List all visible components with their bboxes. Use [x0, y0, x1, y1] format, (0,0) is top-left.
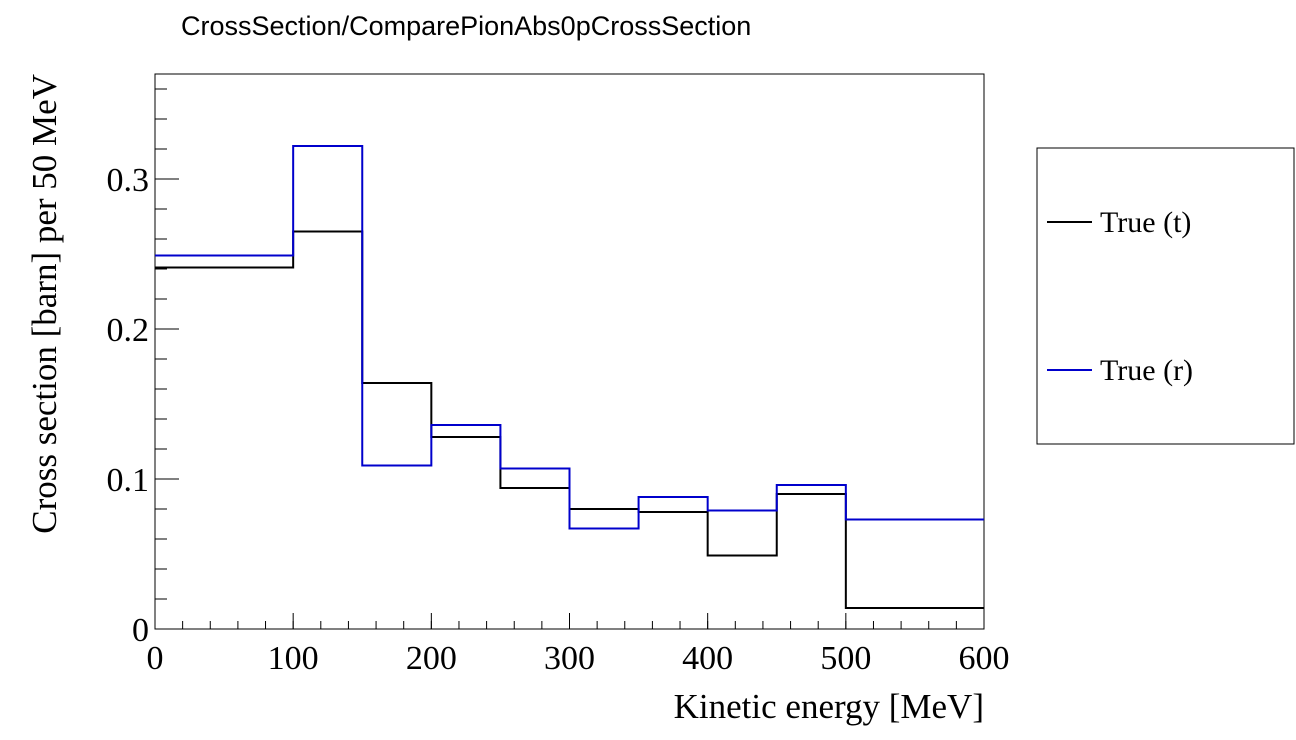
- legend-label-2: True (r): [1100, 354, 1193, 387]
- series-group: [155, 145, 984, 609]
- x-tick-label: 600: [959, 640, 1010, 677]
- y-axis-tick-labels: 0 0.1 0.2 0.3: [107, 162, 150, 649]
- x-axis-tick-labels: 0 100 200 300 400 500 600: [147, 640, 1010, 677]
- histogram-series-1: [155, 230, 984, 609]
- x-tick-label: 100: [268, 640, 319, 677]
- y-tick-label: 0.3: [107, 162, 150, 199]
- plot-frame-group: [154, 73, 985, 630]
- x-tick-label: 200: [406, 640, 457, 677]
- x-tick-label: 300: [544, 640, 595, 677]
- x-axis-title: Kinetic energy [MeV]: [674, 687, 984, 726]
- x-axis-ticks: [154, 613, 985, 629]
- x-tick-label: 400: [682, 640, 733, 677]
- x-tick-label: 0: [147, 640, 164, 677]
- y-tick-label: 0: [132, 612, 149, 649]
- y-tick-label: 0.1: [107, 462, 150, 499]
- y-axis-title: Cross section [barn] per 50 MeV: [25, 74, 64, 534]
- legend: True (t) True (r): [1036, 147, 1295, 445]
- y-axis-ticks: [155, 88, 179, 630]
- legend-label-1: True (t): [1100, 206, 1191, 239]
- plot-frame: [154, 73, 985, 630]
- y-tick-label: 0.2: [107, 312, 150, 349]
- chart-title: CrossSection/ComparePionAbs0pCrossSectio…: [181, 11, 751, 41]
- histogram-series-2: [155, 145, 984, 530]
- legend-entries: True (t) True (r): [1047, 206, 1193, 387]
- legend-box: [1036, 147, 1295, 445]
- x-tick-label: 500: [820, 640, 871, 677]
